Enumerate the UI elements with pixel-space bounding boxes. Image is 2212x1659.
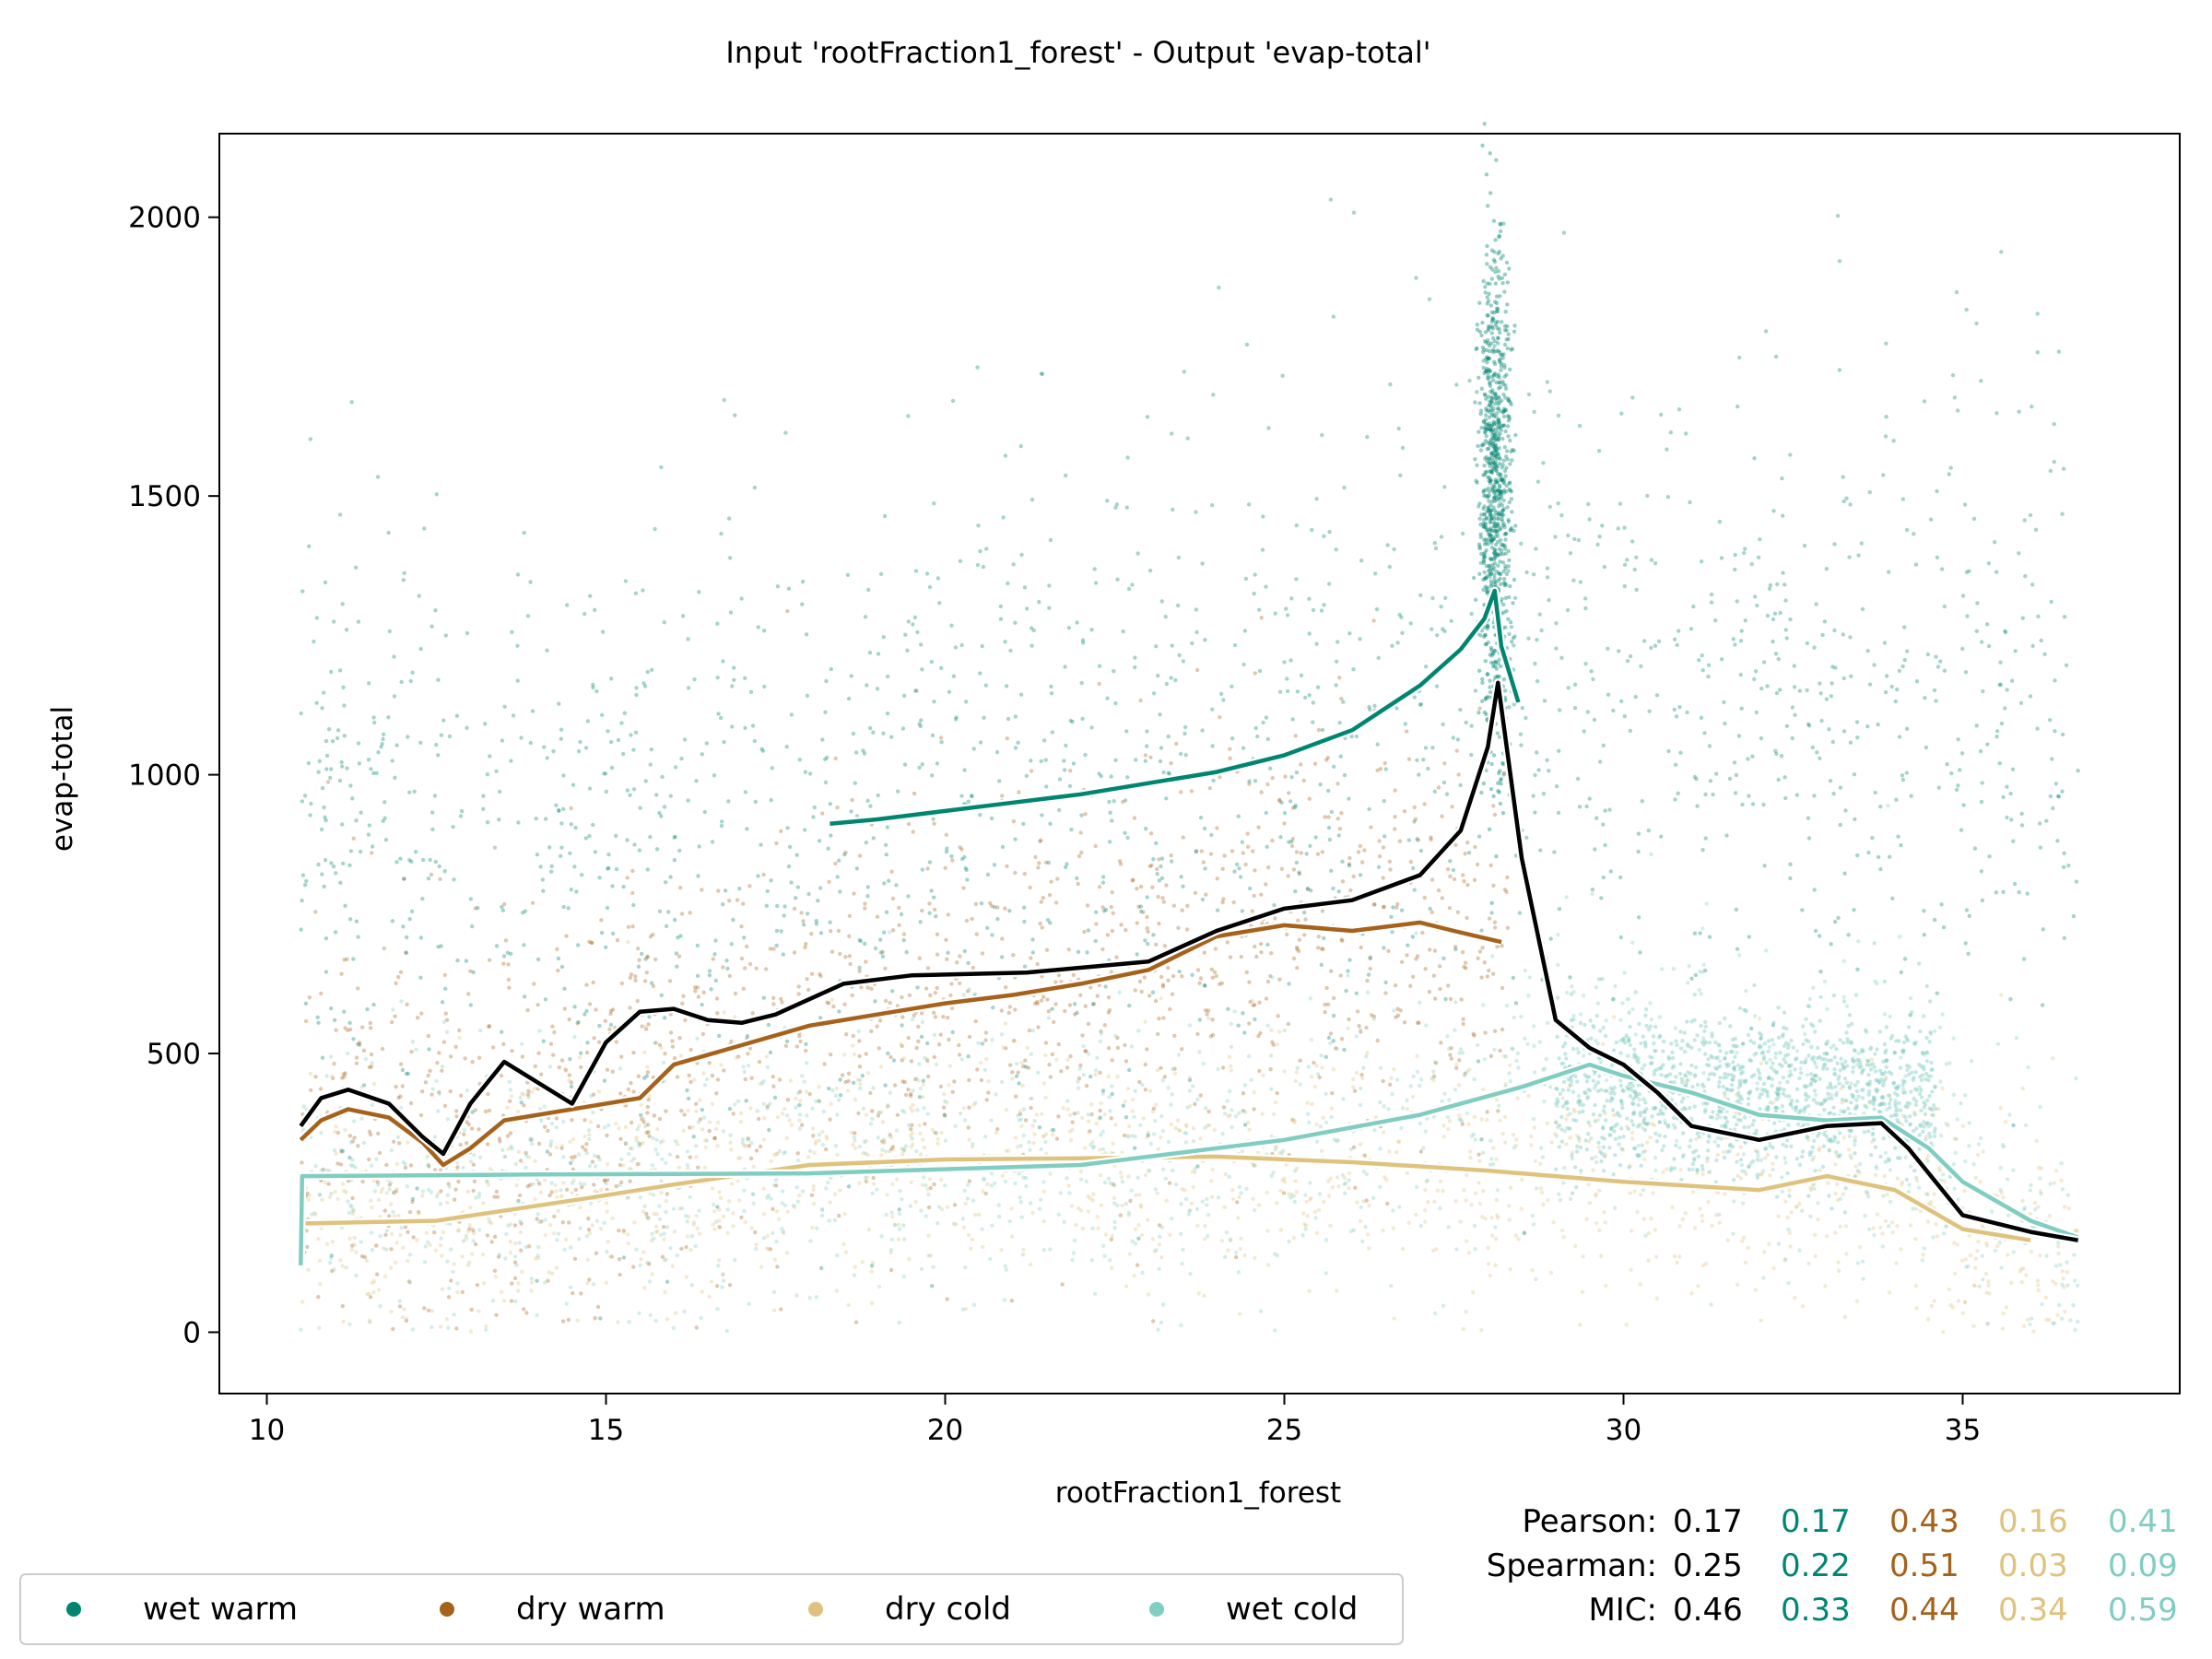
legend-label: dry cold <box>885 1591 1011 1628</box>
x-tick-label: 35 <box>1945 1414 1981 1447</box>
scatter-dry-warm <box>300 608 1511 1332</box>
legend-box <box>19 1573 1404 1645</box>
legend-label: wet warm <box>143 1591 298 1628</box>
stats-value: 0.51 <box>1889 1547 1959 1584</box>
stats-value: 0.34 <box>1998 1592 2068 1629</box>
stats-value: 0.59 <box>2108 1592 2178 1629</box>
y-tick-label: 1000 <box>128 759 201 793</box>
trend-halo-wet-cold <box>296 1060 2080 1265</box>
trend-line-wet-warm <box>830 588 1521 827</box>
stats-value: 0.17 <box>1781 1503 1851 1540</box>
scatter-wet-warm <box>299 197 2080 1321</box>
trend-line-dry-cold <box>300 1154 2031 1242</box>
y-axis-label: evap-total <box>46 706 79 852</box>
stats-row-label: MIC: <box>1588 1592 1657 1629</box>
legend-marker <box>1149 1602 1164 1617</box>
stats-value: 0.25 <box>1673 1547 1743 1584</box>
x-axis: 10 15 20 25 30 35 <box>249 1394 1981 1447</box>
y-tick-label: 500 <box>147 1038 201 1071</box>
trend-line-overall <box>299 680 2078 1242</box>
x-axis-label: rootFraction1_forest <box>1055 1477 1341 1510</box>
stats-value: 0.41 <box>2108 1503 2178 1540</box>
trend-line-dry-warm <box>299 920 1502 1168</box>
y-tick-label: 1500 <box>128 480 201 513</box>
x-tick-label: 10 <box>249 1414 285 1447</box>
scatter-wet-warm-peak <box>1471 122 1518 905</box>
y-tick-label: 0 <box>182 1316 201 1349</box>
x-tick-label: 30 <box>1606 1414 1641 1447</box>
x-tick-label: 20 <box>927 1414 963 1447</box>
legend-label: dry warm <box>516 1591 665 1628</box>
legend: wet warm dry warm dry cold wet cold <box>19 1573 1404 1645</box>
legend-marker <box>808 1602 823 1617</box>
trend-lines <box>296 586 2080 1265</box>
stats-value: 0.46 <box>1673 1592 1743 1629</box>
stats-value: 0.22 <box>1781 1547 1851 1584</box>
stats-value: 0.03 <box>1998 1547 2068 1584</box>
stats-value: 0.16 <box>1998 1503 2068 1540</box>
stats-value: 0.09 <box>2108 1547 2178 1584</box>
x-tick-label: 15 <box>588 1414 624 1447</box>
x-tick-label: 25 <box>1266 1414 1302 1447</box>
y-axis: 0 500 1000 1500 2000 <box>128 202 219 1349</box>
stats-value: 0.33 <box>1781 1592 1851 1629</box>
trend-halo-wet-warm <box>829 586 1523 829</box>
legend-label: wet cold <box>1226 1591 1358 1628</box>
correlation-stats: Pearson: 0.17 0.17 0.43 0.16 0.41 Spearman: 0.2… <box>1487 1503 2178 1629</box>
plot-area <box>218 122 2181 1394</box>
legend-marker <box>66 1602 81 1617</box>
stats-row-label: Spearman: <box>1487 1547 1657 1584</box>
stats-value: 0.43 <box>1889 1503 1959 1540</box>
trend-line-wet-cold <box>299 1062 2079 1265</box>
stats-value: 0.17 <box>1673 1503 1743 1540</box>
axes-frame <box>218 133 2181 1394</box>
stats-value: 0.44 <box>1889 1592 1959 1629</box>
legend-marker <box>440 1602 454 1617</box>
stats-row-label: Pearson: <box>1522 1503 1657 1540</box>
y-tick-label: 2000 <box>128 202 201 235</box>
chart-title: Input 'rootFraction1_forest' - Output 'e… <box>725 35 1430 70</box>
